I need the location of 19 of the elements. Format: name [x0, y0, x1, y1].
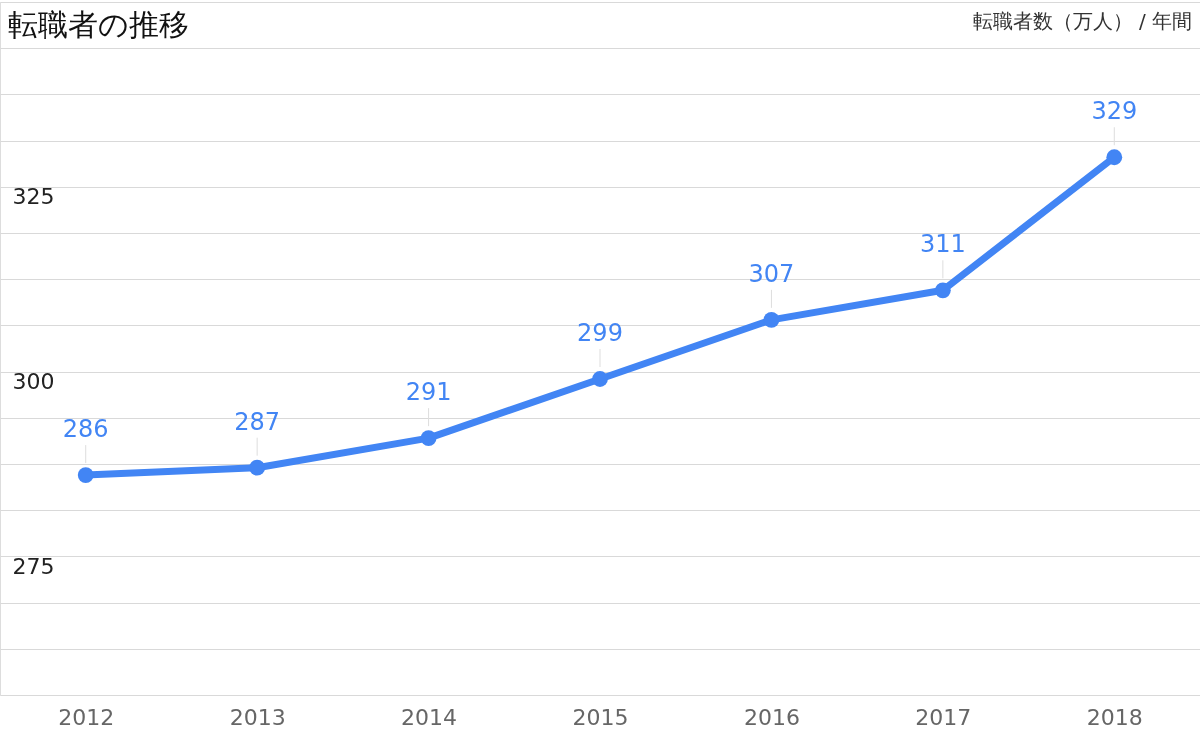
chart-title: 転職者の推移	[8, 7, 189, 42]
data-label: 287	[234, 407, 281, 436]
data-label: 286	[62, 415, 109, 444]
data-label: 299	[577, 318, 623, 347]
x-tick-label: 2013	[229, 704, 286, 730]
y-tick-label: 275	[12, 553, 55, 579]
y-tick-label: 300	[12, 369, 55, 395]
x-tick-label: 2012	[58, 704, 115, 730]
x-tick-label: 2017	[915, 704, 972, 730]
data-label: 311	[919, 230, 966, 259]
data-label: 291	[405, 378, 452, 407]
x-tick-label: 2018	[1086, 704, 1143, 730]
x-tick-label: 2016	[743, 704, 800, 730]
chart-subtitle: 転職者数（万人） / 年間	[972, 9, 1192, 33]
x-tick-label: 2015	[572, 704, 629, 730]
data-label: 307	[748, 259, 795, 288]
y-tick-label: 325	[12, 184, 55, 210]
data-label: 329	[1091, 97, 1138, 126]
x-tick-label: 2014	[401, 704, 458, 730]
